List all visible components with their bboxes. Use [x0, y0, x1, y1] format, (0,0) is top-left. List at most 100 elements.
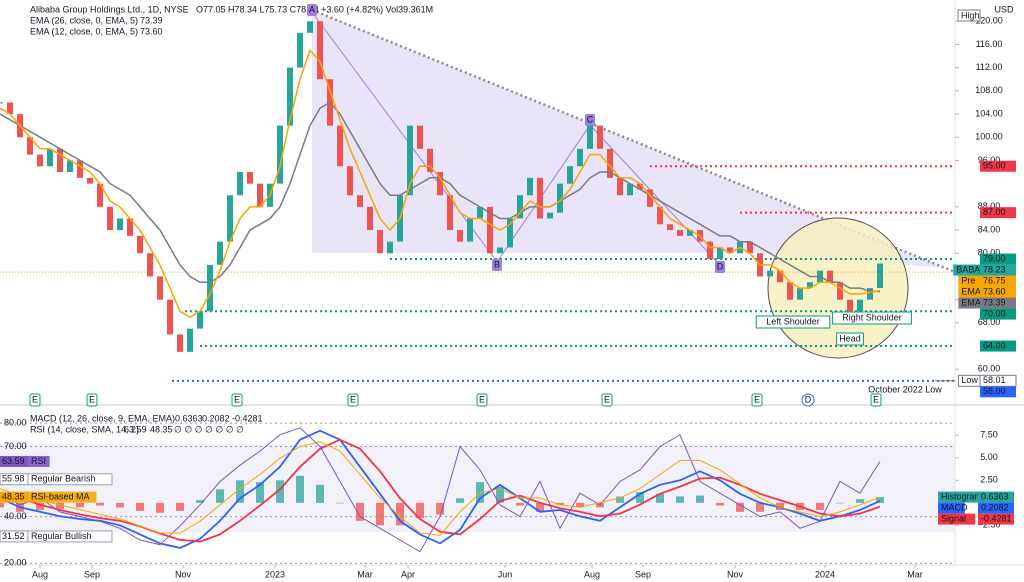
left-tag-name: RSI-based MA [31, 491, 90, 501]
x-tick-label: Apr [401, 569, 415, 579]
candle [847, 299, 853, 312]
tag-value: 58.00 [983, 386, 1006, 396]
histogram-bar [756, 502, 764, 512]
left-tag-name-box [28, 455, 50, 467]
tag-value-box [979, 374, 1017, 387]
candle [67, 160, 73, 173]
candle [137, 235, 143, 254]
histogram-bar [676, 496, 684, 503]
rsi-tick-label: 20.00 [4, 558, 27, 568]
histogram-bar [836, 502, 844, 504]
macd-line [0, 429, 881, 549]
y-tick-label: 100.00 [975, 132, 1003, 142]
tag-value: 0.6363 [981, 491, 1009, 501]
left-tag-value: 63.59 [2, 456, 25, 466]
left-tag-name: Regular Bullish [31, 531, 92, 541]
histogram-bar [876, 497, 884, 503]
candle [147, 253, 153, 277]
candle [607, 148, 613, 178]
event: E [234, 394, 240, 404]
candle [437, 172, 443, 196]
histogram-bar [576, 502, 584, 508]
rsi-tick-label: 70.00 [4, 441, 27, 451]
tag-name-box [938, 513, 976, 525]
legend-value: 73.39 [140, 15, 163, 25]
rsi-line [0, 441, 881, 536]
candle [707, 241, 713, 260]
tag-value: 58.01 [983, 375, 1006, 385]
event-box [751, 393, 763, 407]
candle [617, 177, 623, 196]
candle [827, 270, 833, 283]
tag-value: 95.00 [983, 161, 1006, 171]
x-tick-label: Sep [84, 569, 100, 579]
rsi-title: RSI (14, close, SMA, 14, 2) [30, 424, 139, 434]
macd-title: MACD (12, 26, close, 9, EMA, EMA) [30, 413, 175, 423]
annotation-box [836, 332, 864, 346]
histogram-bar [76, 502, 84, 508]
candle [427, 148, 433, 173]
histogram-bar [496, 486, 504, 503]
candle [517, 195, 523, 219]
histogram-bar [416, 502, 424, 519]
candle [637, 183, 643, 190]
tag-name: BABA [956, 264, 980, 274]
candle [727, 247, 733, 254]
pattern-point-box [585, 114, 595, 126]
legend-name: EMA (26, close, 0, EMA, 5) [30, 15, 138, 25]
candle [677, 230, 683, 236]
candle [107, 206, 113, 231]
histogram-bar [56, 502, 64, 510]
candle [77, 160, 83, 178]
left-tag-value: 48.35 [2, 491, 25, 501]
candle [807, 282, 813, 289]
histogram-bar [0, 502, 4, 508]
tag-value-box [980, 340, 1016, 352]
candle [257, 183, 263, 207]
candle [647, 189, 653, 207]
tag-value-box [980, 264, 1016, 276]
candle [477, 206, 483, 219]
tag-name: Histogram [941, 491, 982, 501]
candle [687, 230, 693, 236]
pattern-point-box [492, 259, 502, 271]
event: D [805, 394, 812, 404]
y-tick-label: 120.00 [975, 16, 1003, 26]
y-tick-label: 88.00 [978, 201, 1001, 211]
annotation: Left Shoulder [766, 316, 820, 326]
y-tick-label: 96.00 [978, 155, 1001, 165]
pattern-point: D [717, 261, 724, 271]
event: E [89, 394, 95, 404]
left-tag-name-box [28, 491, 97, 503]
candle [377, 230, 383, 254]
pattern-point: B [494, 259, 500, 269]
candle [447, 195, 453, 231]
x-tick-label: Aug [32, 569, 48, 579]
y-tick-label: 84.00 [978, 224, 1001, 234]
candle [587, 125, 593, 149]
pattern-point: C [587, 114, 594, 124]
candle [407, 125, 413, 196]
tag-value-box [980, 275, 1016, 287]
chart-title: Alibaba Group Holdings Ltd., 1D, NYSE [30, 4, 189, 14]
macd-header-value: 0.6363 [175, 413, 203, 423]
candle [717, 247, 723, 260]
candle [167, 299, 173, 335]
event: E [873, 394, 879, 404]
histogram-bar [216, 489, 224, 503]
candle [527, 177, 533, 196]
candle [627, 183, 633, 196]
tag-name: Low [961, 375, 978, 385]
candle [227, 195, 233, 242]
histogram-bar [336, 502, 344, 504]
histogram-bar [636, 492, 644, 503]
histogram-bar [136, 502, 144, 511]
rsi-line [0, 427, 881, 553]
left-tag-name-box [27, 530, 113, 543]
candle [57, 148, 63, 173]
candle [597, 125, 603, 149]
histogram-bar [176, 502, 184, 511]
y-tick-label: 116.00 [976, 39, 1003, 49]
candle [467, 218, 473, 242]
candle [197, 311, 203, 329]
